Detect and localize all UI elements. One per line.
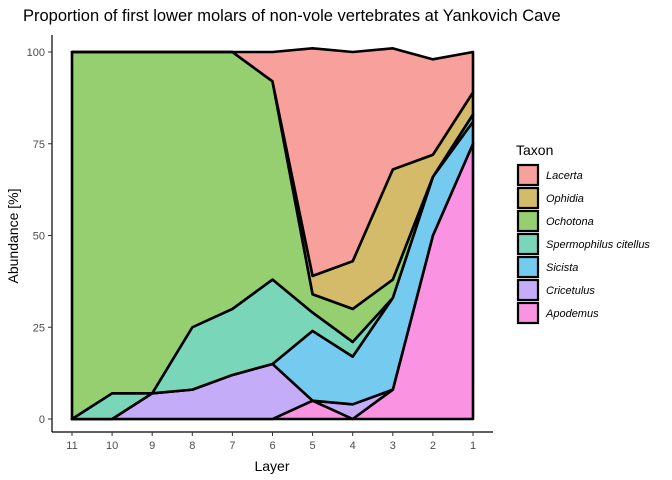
legend-item-spermophilus-citellus: Spermophilus citellus	[516, 232, 650, 256]
y-tick-label: 50	[33, 231, 45, 243]
legend: Taxon Lacerta Ophidia Ochotona Spermophilus…	[516, 142, 650, 325]
legend-item-apodemus: Apodemus	[516, 301, 599, 325]
axes: 0 25 50 75 100 11 10 9 8 7 6 5 4 3 2 1	[27, 35, 493, 452]
x-tick-label: 11	[66, 440, 77, 452]
legend-label: Lacerta	[546, 170, 583, 182]
area-lacerta	[70, 47, 475, 278]
legend-swatch	[516, 301, 540, 325]
legend-label: Ochotona	[546, 216, 594, 228]
x-tick-label: 9	[149, 440, 155, 452]
x-tick-label: 1	[470, 440, 476, 452]
legend-label: Apodemus	[545, 308, 599, 320]
x-tick-label: 4	[350, 440, 356, 452]
legend-swatch	[516, 163, 540, 187]
y-tick-label: 25	[33, 322, 45, 334]
x-tick-label: 3	[390, 440, 396, 452]
x-tick-label: 2	[430, 440, 436, 452]
x-tick-label: 8	[189, 440, 195, 452]
legend-swatch	[516, 255, 540, 279]
y-axis-title: Abundance [%]	[5, 189, 21, 284]
chart-title: Proportion of first lower molars of non-…	[23, 7, 561, 25]
legend-label: Ophidia	[546, 193, 584, 205]
x-tick-label: 10	[106, 440, 118, 452]
legend-swatch	[516, 232, 540, 256]
legend-label: Sicista	[546, 262, 578, 274]
legend-label: Spermophilus citellus	[546, 239, 650, 251]
legend-item-sicista: Sicista	[516, 255, 578, 279]
x-tick-label: 7	[229, 440, 235, 452]
legend-swatch	[516, 278, 540, 302]
legend-swatch	[516, 209, 540, 233]
legend-item-lacerta: Lacerta	[516, 163, 583, 187]
x-axis-title: Layer	[254, 458, 289, 474]
legend-title: Taxon	[516, 142, 553, 158]
y-tick-label: 0	[39, 414, 45, 426]
legend-label: Cricetulus	[546, 285, 595, 297]
x-tick-label: 6	[269, 440, 275, 452]
legend-item-ochotona: Ochotona	[516, 209, 594, 233]
legend-swatch	[516, 186, 540, 210]
legend-item-cricetulus: Cricetulus	[516, 278, 595, 302]
legend-items: Lacerta Ophidia Ochotona Spermophilus citel…	[516, 163, 650, 325]
x-tick-label: 5	[310, 440, 316, 452]
legend-item-ophidia: Ophidia	[516, 186, 584, 210]
y-tick-label: 100	[27, 47, 45, 59]
y-tick-label: 75	[33, 139, 45, 151]
plot-areas	[70, 47, 475, 421]
